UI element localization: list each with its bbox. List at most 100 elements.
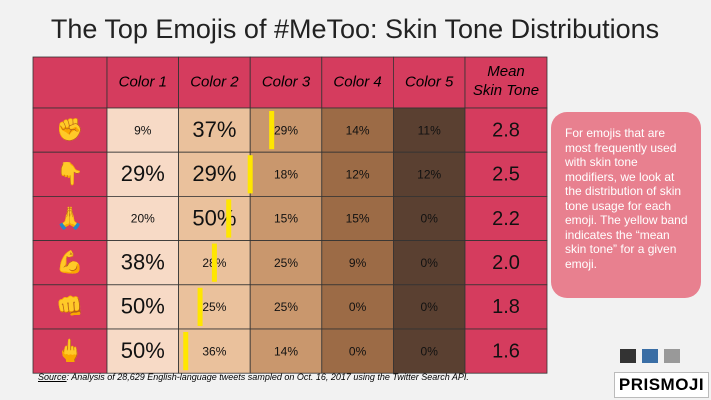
cell-value: 29% xyxy=(274,123,298,137)
cell-value: 0% xyxy=(349,344,367,358)
cell-value: 50% xyxy=(121,338,165,363)
cell xyxy=(321,107,394,153)
emoji-cell xyxy=(32,328,108,374)
emoji: 👊 xyxy=(56,294,83,319)
cell-value: 12% xyxy=(346,167,370,181)
cell-value: 15% xyxy=(346,212,370,226)
mean-cell xyxy=(464,107,548,153)
mean-value: 2.5 xyxy=(492,164,520,186)
cell xyxy=(321,151,394,197)
cell-value: 20% xyxy=(131,212,155,226)
cell-value: 14% xyxy=(346,123,370,137)
mean-value: 1.6 xyxy=(492,340,520,362)
note: For emojis that are most frequently used… xyxy=(551,112,701,298)
header-cell xyxy=(106,56,179,109)
cell xyxy=(178,151,251,197)
mean-band xyxy=(269,111,275,150)
cell xyxy=(321,328,394,374)
cell xyxy=(392,107,466,153)
cell-value: 25% xyxy=(274,300,298,314)
source-text: : Analysis of 28,629 English-language tw… xyxy=(66,372,469,382)
cell xyxy=(178,107,251,153)
header-cell xyxy=(464,56,548,109)
mean-cell xyxy=(464,240,548,286)
cell-value: 29% xyxy=(121,161,165,186)
table: Color 1 Color 2 Color 3 Color 4 Color 5 Mean S… xyxy=(32,56,548,374)
cell xyxy=(106,151,179,197)
header-label: Color 4 xyxy=(333,73,381,90)
cell xyxy=(178,195,251,241)
emoji: 🖕 xyxy=(56,338,83,363)
emoji: 👇 xyxy=(56,161,83,187)
cell xyxy=(106,284,179,330)
mean-cell xyxy=(464,195,548,241)
cell-value: 29% xyxy=(192,161,236,186)
header-label: Color 3 xyxy=(262,73,311,90)
emoji: ✊ xyxy=(56,117,83,143)
emoji-cell xyxy=(32,107,108,153)
cell xyxy=(392,195,466,241)
cell-value: 14% xyxy=(274,344,298,358)
cell xyxy=(392,240,466,286)
cell xyxy=(249,107,323,153)
cell-value: 9% xyxy=(134,123,152,137)
cell-value: 18% xyxy=(274,167,298,181)
mean-band xyxy=(226,199,232,238)
mean-band xyxy=(183,332,189,371)
emoji: 🙏 xyxy=(56,205,83,230)
cell-value: 25% xyxy=(202,300,226,314)
cell xyxy=(321,240,394,286)
header-label: Mean Skin Tone xyxy=(473,63,539,99)
cell-value: 38% xyxy=(121,250,165,275)
cell xyxy=(392,284,466,330)
cell-value: 36% xyxy=(202,344,226,358)
mean-cell xyxy=(464,284,548,330)
mean-band xyxy=(211,243,217,282)
cell xyxy=(249,328,323,374)
header-label: Color 5 xyxy=(405,73,454,90)
cell-value: 15% xyxy=(274,212,298,226)
cell xyxy=(249,240,323,286)
header-label: Color 2 xyxy=(190,73,239,90)
header-cell xyxy=(32,56,108,109)
cell-value: 0% xyxy=(421,300,439,314)
cell-value: 0% xyxy=(421,344,439,358)
cell xyxy=(249,195,323,241)
cell xyxy=(106,240,179,286)
header-label: Color 1 xyxy=(119,73,167,90)
cell xyxy=(106,328,179,374)
cell-value: 50% xyxy=(121,294,165,319)
mean-value: 2.0 xyxy=(492,252,520,274)
cell-value: 0% xyxy=(421,256,439,270)
mean-cell xyxy=(464,151,548,197)
cell-value: 25% xyxy=(274,256,298,270)
emoji-cell xyxy=(32,284,108,330)
cell xyxy=(178,284,251,330)
cell xyxy=(321,284,394,330)
cell-value: 11% xyxy=(418,123,441,137)
title: The Top Emojis of #MeToo: Skin Tone Dist… xyxy=(51,14,659,44)
logo: PRISMOJI xyxy=(614,372,709,398)
cell xyxy=(392,151,466,197)
mean-value: 1.8 xyxy=(492,296,520,318)
cell-value: 0% xyxy=(349,300,367,314)
cell-value: 37% xyxy=(192,117,236,142)
mean-band xyxy=(197,287,203,326)
mean-value: 2.8 xyxy=(492,119,520,141)
cell-value: 9% xyxy=(349,256,367,270)
cell xyxy=(249,151,323,197)
source: Source: Analysis of 28,629 English-langu… xyxy=(38,372,469,382)
cell-value: 12% xyxy=(417,167,441,181)
mean-cell xyxy=(464,328,548,374)
source-label: Source xyxy=(38,372,67,382)
header-cell xyxy=(392,56,466,109)
cell xyxy=(321,195,394,241)
cell-value: 0% xyxy=(421,212,439,226)
cell xyxy=(106,107,179,153)
mean-value: 2.2 xyxy=(492,208,520,230)
mean-band xyxy=(247,155,253,194)
cell xyxy=(178,328,251,374)
emoji: 💪 xyxy=(56,250,83,275)
